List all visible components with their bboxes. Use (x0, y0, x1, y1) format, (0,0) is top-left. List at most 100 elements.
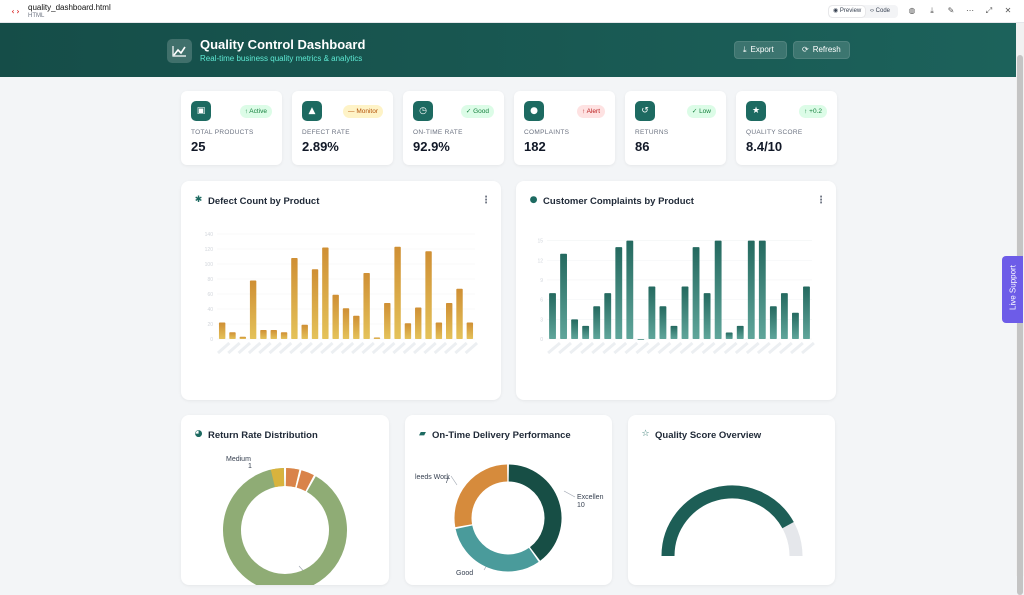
bar[interactable] (322, 247, 329, 340)
bar[interactable] (549, 293, 556, 339)
bar[interactable] (435, 322, 443, 340)
bar[interactable] (425, 251, 432, 339)
bar[interactable] (363, 273, 370, 339)
bar[interactable] (239, 336, 246, 339)
quality-gauge (661, 485, 803, 557)
return-icon: ↺ (635, 101, 655, 121)
bar[interactable] (353, 315, 360, 339)
more-menu-icon[interactable]: ⋮ (816, 195, 826, 206)
bar[interactable] (446, 303, 453, 339)
bar[interactable] (780, 293, 788, 339)
bar[interactable] (280, 332, 288, 339)
x-tick-label (444, 341, 458, 355)
edit-icon[interactable]: ✎ (947, 6, 955, 15)
scrollbar-thumb[interactable] (1017, 55, 1023, 595)
bar[interactable] (249, 280, 257, 340)
code-tab[interactable]: ‹› Code (870, 8, 891, 14)
x-tick-label (591, 341, 606, 355)
x-tick-label (547, 341, 561, 355)
kpi-value: 25 (191, 139, 206, 154)
donut-slice[interactable] (508, 464, 562, 561)
y-tick-label: 80 (207, 277, 213, 283)
kpi-label: TOTAL PRODUCTS (191, 129, 254, 136)
kpi-label: DEFECT RATE (302, 129, 350, 136)
expand-icon[interactable]: ⤢ (985, 6, 993, 15)
bar[interactable] (659, 306, 667, 339)
bar[interactable] (311, 269, 319, 339)
bar[interactable] (604, 293, 612, 339)
bar[interactable] (725, 332, 733, 339)
bar[interactable] (758, 240, 766, 339)
donut-slice[interactable] (455, 525, 539, 572)
bar[interactable] (736, 325, 744, 339)
delivery-card: ▰ On-Time Delivery Performance Excellen … (405, 415, 612, 585)
bar[interactable] (218, 322, 226, 340)
bar[interactable] (404, 323, 412, 339)
defect-chart-card: ✱ Defect Count by Product ⋮ 0 20 40 60 80 100… (181, 181, 501, 400)
donut-slice[interactable] (296, 470, 314, 492)
export-button[interactable]: ⤓ Export (734, 41, 787, 59)
bar[interactable] (648, 286, 656, 340)
kpi-value: 182 (524, 139, 546, 154)
bar[interactable] (714, 240, 722, 339)
live-support-button[interactable]: Live Support (1002, 256, 1023, 323)
x-tick-label (237, 341, 251, 355)
bar[interactable] (229, 332, 236, 339)
donut-label: 10 (577, 502, 585, 509)
donut-slice[interactable] (223, 468, 347, 585)
kpi-label: RETURNS (635, 129, 669, 136)
bar[interactable] (270, 330, 277, 339)
refresh-label: Refresh (812, 45, 841, 54)
bar[interactable] (692, 247, 700, 339)
x-tick-label (433, 341, 448, 355)
x-tick-label (423, 341, 437, 355)
bar[interactable] (637, 339, 645, 340)
globe-icon[interactable]: ◍ (908, 6, 916, 15)
donut-slice[interactable] (285, 468, 300, 488)
x-tick-label (340, 341, 355, 355)
return-donut-chart: Medium 1 Low (223, 456, 347, 585)
bar[interactable] (466, 322, 474, 340)
bar[interactable] (415, 307, 422, 340)
x-tick-label (580, 341, 595, 355)
bar[interactable] (394, 246, 401, 339)
more-menu-icon[interactable]: ⋮ (481, 195, 491, 206)
bar[interactable] (703, 293, 711, 339)
bar[interactable] (803, 286, 810, 340)
bar[interactable] (260, 330, 267, 339)
code-file-icon: ‹› (10, 7, 21, 16)
bar[interactable] (571, 319, 579, 339)
bar[interactable] (670, 325, 678, 339)
bar[interactable] (769, 306, 777, 339)
kpi-card-on-time-rate: ◷ ✓ Good ON-TIME RATE 92.9% (403, 91, 504, 165)
bar[interactable] (384, 303, 391, 339)
bar[interactable] (593, 306, 601, 339)
more-icon[interactable]: ⋯ (966, 6, 974, 15)
bar[interactable] (747, 240, 755, 339)
bar[interactable] (615, 247, 623, 339)
download-icon[interactable]: ⤓ (930, 6, 934, 15)
close-icon[interactable]: ✕ (1004, 6, 1012, 15)
bar[interactable] (456, 288, 463, 339)
bar[interactable] (626, 240, 634, 339)
preview-tab[interactable]: ◉ Preview (829, 6, 866, 17)
bar[interactable] (291, 258, 298, 339)
donut-label: Excellen (577, 494, 604, 501)
x-tick-label (646, 341, 661, 355)
bar[interactable] (560, 253, 567, 339)
bar[interactable] (792, 312, 799, 339)
kpi-value: 86 (635, 139, 650, 154)
x-tick-label (712, 341, 727, 355)
bar[interactable] (301, 324, 308, 339)
donut-slice[interactable] (454, 464, 508, 528)
refresh-button[interactable]: ⟳ Refresh (793, 41, 850, 59)
bar[interactable] (332, 294, 339, 339)
donut-slice[interactable] (270, 468, 285, 488)
x-tick-label (320, 341, 334, 355)
bar[interactable] (582, 325, 590, 339)
bar[interactable] (681, 286, 689, 340)
x-tick-label (657, 341, 672, 355)
refresh-icon: ⟳ (802, 45, 809, 54)
bar[interactable] (373, 337, 381, 340)
bar[interactable] (342, 308, 350, 339)
